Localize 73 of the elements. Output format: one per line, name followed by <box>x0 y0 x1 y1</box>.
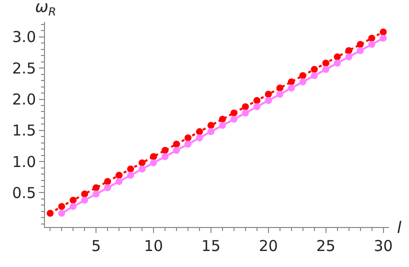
point <box>138 166 146 173</box>
y-tick-label: 0.5 <box>12 184 36 202</box>
y-tick-label: 1.0 <box>12 152 36 171</box>
point <box>276 90 284 98</box>
point <box>310 72 318 80</box>
point <box>345 47 352 54</box>
point <box>218 122 226 129</box>
point <box>368 40 376 48</box>
x-tick-label: 5 <box>91 237 101 255</box>
point <box>92 190 100 198</box>
point <box>264 90 272 98</box>
point <box>345 53 352 60</box>
point <box>253 97 260 104</box>
x-tick-label: 15 <box>201 237 221 255</box>
point <box>334 53 341 60</box>
point <box>288 78 295 86</box>
point <box>322 60 330 67</box>
point <box>70 196 77 204</box>
point <box>138 159 146 166</box>
point <box>196 134 203 142</box>
point <box>184 140 192 148</box>
point <box>173 140 180 148</box>
point <box>380 34 387 42</box>
point <box>58 210 66 217</box>
point <box>58 202 66 210</box>
point <box>310 66 318 73</box>
point <box>162 146 169 154</box>
point <box>242 103 249 110</box>
point <box>356 40 364 48</box>
point <box>242 109 249 116</box>
point <box>150 159 158 166</box>
point <box>276 84 284 92</box>
point <box>356 47 364 54</box>
point <box>264 97 272 104</box>
point <box>322 66 330 73</box>
point <box>380 28 387 36</box>
point <box>184 134 192 142</box>
x-tick-label: 10 <box>144 237 164 255</box>
point <box>218 116 226 123</box>
x-axis-title: l <box>397 218 402 237</box>
y-axis-title: ω$_{R}$ <box>35 0 56 18</box>
point <box>230 116 238 123</box>
point <box>368 34 376 42</box>
point <box>230 109 238 116</box>
point <box>196 128 203 136</box>
point <box>150 153 158 160</box>
point <box>253 103 260 110</box>
x-tick-label: 30 <box>374 237 393 255</box>
point <box>288 84 295 92</box>
point <box>81 190 88 198</box>
point <box>46 210 54 217</box>
y-tick-label: 1.5 <box>12 122 36 140</box>
x-tick-label: 20 <box>258 237 278 255</box>
point <box>207 128 214 136</box>
point <box>70 202 77 210</box>
point <box>116 172 123 179</box>
y-tick-label: 2.0 <box>12 90 36 109</box>
y-tick-label: 3.0 <box>12 28 36 46</box>
point <box>334 60 341 67</box>
point <box>81 196 88 204</box>
point <box>104 178 112 186</box>
point <box>92 184 100 192</box>
point <box>299 78 306 86</box>
point <box>127 166 134 173</box>
point <box>299 72 306 80</box>
point <box>173 146 180 154</box>
point <box>162 153 169 160</box>
point <box>116 178 123 186</box>
x-tick-label: 25 <box>316 237 336 255</box>
point <box>104 184 112 192</box>
point <box>207 122 214 129</box>
point <box>127 172 134 179</box>
y-tick-label: 2.5 <box>12 59 36 78</box>
